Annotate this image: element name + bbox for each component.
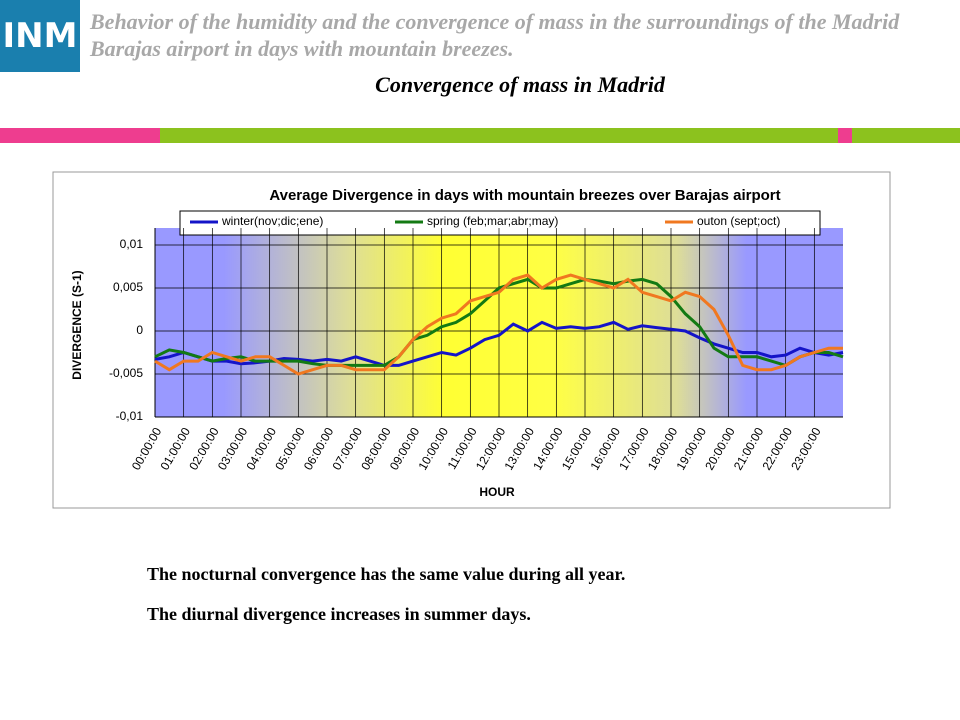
note: The diurnal divergence increases in summ… (147, 604, 531, 624)
note: The nocturnal convergence has the same v… (147, 564, 626, 584)
data-line (154, 273, 843, 376)
y-tick-label: 0,01 (120, 237, 144, 251)
y-tick-label: -0,01 (116, 409, 144, 423)
logo: INM (0, 0, 80, 72)
slide-subtitle: Convergence of mass in Madrid (375, 72, 665, 97)
y-tick-label: -0,005 (109, 366, 143, 380)
legend-label: spring (feb;mar;abr;may) (427, 214, 558, 228)
y-tick-label: 0 (136, 323, 143, 337)
chart-title: Average Divergence in days with mountain… (269, 187, 780, 204)
legend-label: outon (sept;oct) (697, 214, 780, 228)
y-tick-label: 0,005 (113, 280, 143, 294)
decor-band (0, 128, 960, 143)
legend-label: winter(nov;dic;ene) (221, 214, 323, 228)
y-axis-title: DIVERGENCE (S-1) (70, 270, 84, 379)
slide-title: Behavior of the humidity and the converg… (90, 9, 900, 61)
legend (179, 210, 821, 236)
x-axis-title: HOUR (479, 485, 515, 499)
data-line (154, 277, 844, 368)
